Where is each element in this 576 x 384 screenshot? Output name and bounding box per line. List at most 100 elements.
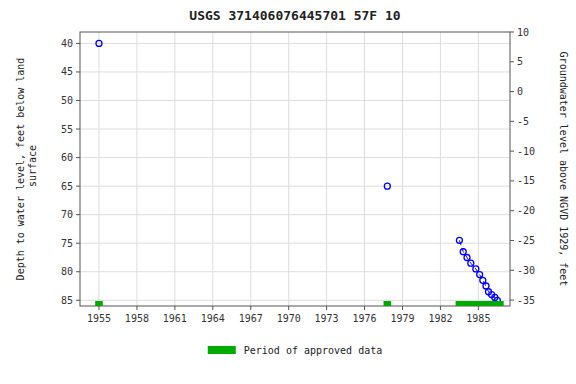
x-tick bbox=[250, 306, 251, 310]
grid-line-x bbox=[136, 32, 137, 306]
y-axis-label: Depth to water level, feet below land su… bbox=[15, 58, 38, 281]
grid-line-y bbox=[80, 71, 510, 72]
point bbox=[460, 249, 466, 255]
title: USGS 371406076445701 57F 10 bbox=[189, 8, 400, 23]
y2-tick bbox=[510, 240, 514, 241]
y2-tick-label: 5 bbox=[517, 56, 523, 67]
grid-line-x bbox=[326, 32, 327, 306]
x-tick bbox=[288, 306, 289, 310]
y2-tick-label: -5 bbox=[517, 116, 529, 127]
grid-line-y bbox=[80, 300, 510, 301]
x-tick-label: 1973 bbox=[315, 313, 339, 324]
grid-line-x bbox=[98, 32, 99, 306]
point bbox=[480, 277, 486, 283]
y-tick bbox=[76, 214, 80, 215]
axes: 1955 1958 1961 1964 1967 1970 1973 1976 1979 1982… bbox=[61, 27, 535, 325]
x-tick bbox=[364, 306, 365, 310]
x-tick bbox=[402, 306, 403, 310]
legend-swatch bbox=[208, 346, 236, 354]
data bbox=[95, 40, 504, 306]
grid-line-x bbox=[288, 32, 289, 306]
x-tick-label: 1964 bbox=[201, 313, 225, 324]
x-tick-label: 1979 bbox=[390, 313, 414, 324]
x-tick bbox=[136, 306, 137, 310]
point bbox=[456, 237, 462, 243]
y2-tick bbox=[510, 61, 514, 62]
x-tick-label: 1976 bbox=[353, 313, 377, 324]
y2-tick-label: -20 bbox=[517, 205, 535, 216]
y-axis-label-line: Depth to water level, feet below land bbox=[15, 58, 26, 281]
x-tick bbox=[98, 306, 99, 310]
y2-tick-label: -25 bbox=[517, 235, 535, 246]
y-tick bbox=[76, 186, 80, 187]
grid-line-y bbox=[80, 157, 510, 158]
x-tick bbox=[212, 306, 213, 310]
grid-line-y bbox=[80, 186, 510, 187]
y-tick-label: 40 bbox=[61, 38, 73, 49]
point bbox=[468, 260, 474, 266]
y-axis-label-line: surface bbox=[27, 145, 38, 193]
legend: Period of approved data bbox=[208, 345, 382, 356]
y2-axis-label: Groundwater level above NGVD 1929, feet bbox=[558, 52, 569, 287]
grid-line-x bbox=[212, 32, 213, 306]
y2-tick bbox=[510, 32, 514, 33]
point bbox=[96, 40, 102, 46]
legend-label: Period of approved data bbox=[244, 345, 382, 356]
grid-line-y bbox=[80, 243, 510, 244]
x-tick-label: 1982 bbox=[428, 313, 452, 324]
grid-line-y bbox=[80, 129, 510, 130]
x-tick-label: 1958 bbox=[125, 313, 149, 324]
y2-tick bbox=[510, 300, 514, 301]
grid-line-x bbox=[364, 32, 365, 306]
y2-tick bbox=[510, 210, 514, 211]
x-tick-label: 1985 bbox=[466, 313, 490, 324]
y-tick-label: 45 bbox=[61, 66, 73, 77]
point bbox=[473, 266, 479, 272]
y-tick-label: 75 bbox=[61, 238, 73, 249]
y-tick bbox=[76, 129, 80, 130]
x-tick-label: 1970 bbox=[277, 313, 301, 324]
point bbox=[384, 183, 390, 189]
x-tick bbox=[326, 306, 327, 310]
chart: 1955 1958 1961 1964 1967 1970 1973 1976 1979 1982… bbox=[0, 0, 576, 384]
grid-line-y bbox=[80, 43, 510, 44]
grid-line-y bbox=[80, 214, 510, 215]
y-tick bbox=[76, 100, 80, 101]
grid-line-x bbox=[174, 32, 175, 306]
point bbox=[477, 272, 483, 278]
x-tick bbox=[478, 306, 479, 310]
grid bbox=[80, 32, 510, 306]
y-tick bbox=[76, 157, 80, 158]
x-tick-label: 1961 bbox=[163, 313, 187, 324]
grid-line-x bbox=[440, 32, 441, 306]
y2-tick bbox=[510, 270, 514, 271]
grid-line-y bbox=[80, 271, 510, 272]
y-tick bbox=[76, 243, 80, 244]
approved-bar bbox=[95, 301, 103, 306]
y2-tick-label: -30 bbox=[517, 265, 535, 276]
plot-frame bbox=[80, 32, 510, 306]
grid-line-x bbox=[250, 32, 251, 306]
approved-bar bbox=[384, 301, 392, 306]
grid-line-y bbox=[80, 100, 510, 101]
x-tick-label: 1967 bbox=[239, 313, 263, 324]
y-tick-label: 70 bbox=[61, 209, 73, 220]
point bbox=[464, 254, 470, 260]
y2-tick-label: -15 bbox=[517, 175, 535, 186]
y2-tick bbox=[510, 151, 514, 152]
y-tick-label: 55 bbox=[61, 124, 73, 135]
y2-tick-label: -10 bbox=[517, 146, 535, 157]
y-tick bbox=[76, 300, 80, 301]
y-tick-label: 65 bbox=[61, 181, 73, 192]
series-line bbox=[459, 240, 497, 300]
y2-tick-label: 10 bbox=[517, 27, 529, 38]
y-tick bbox=[76, 71, 80, 72]
x-tick-label: 1955 bbox=[87, 313, 111, 324]
y-tick-label: 85 bbox=[61, 295, 73, 306]
y-tick-label: 80 bbox=[61, 266, 73, 277]
y2-tick bbox=[510, 180, 514, 181]
y2-tick bbox=[510, 121, 514, 122]
y-tick bbox=[76, 43, 80, 44]
y-tick-label: 60 bbox=[61, 152, 73, 163]
x-tick bbox=[440, 306, 441, 310]
